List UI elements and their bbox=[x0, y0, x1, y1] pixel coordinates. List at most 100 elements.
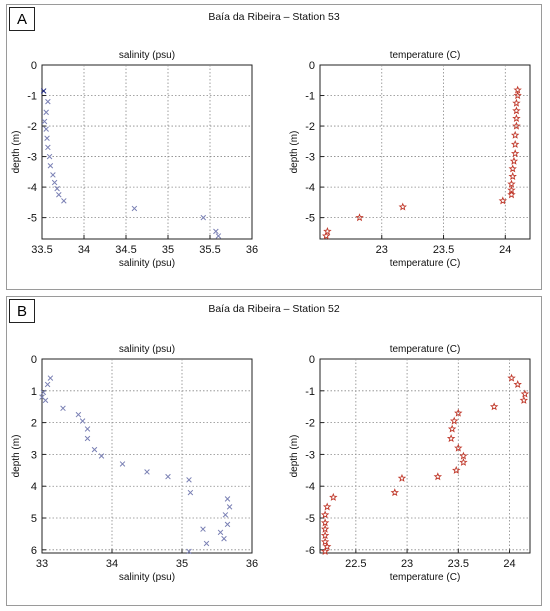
data-point bbox=[203, 540, 210, 547]
y-tick-label: -4 bbox=[305, 481, 315, 493]
y-tick-label: -2 bbox=[305, 121, 315, 133]
data-point bbox=[507, 373, 516, 382]
data-point bbox=[513, 91, 522, 100]
data-point bbox=[322, 502, 332, 511]
data-point bbox=[454, 408, 463, 417]
data-point bbox=[512, 98, 521, 107]
data-point bbox=[75, 411, 82, 418]
data-point bbox=[320, 518, 330, 527]
data-point bbox=[46, 153, 53, 160]
data-point bbox=[217, 529, 224, 536]
x-tick-label: 33 bbox=[36, 558, 48, 570]
y-tick-label: 5 bbox=[31, 513, 37, 525]
y-tick-label: -3 bbox=[305, 449, 315, 461]
y-tick-label: -5 bbox=[27, 213, 37, 225]
data-point bbox=[54, 185, 60, 192]
data-point bbox=[56, 191, 62, 198]
data-point bbox=[51, 179, 58, 186]
data-point bbox=[187, 489, 194, 496]
data-point bbox=[321, 231, 331, 240]
data-point bbox=[84, 426, 91, 432]
data-point bbox=[45, 144, 51, 151]
y-tick-label: 0 bbox=[309, 60, 315, 72]
data-point bbox=[449, 416, 459, 425]
y-tick-label: -4 bbox=[27, 182, 37, 194]
data-point bbox=[323, 226, 332, 235]
y-tick-label: 3 bbox=[31, 449, 37, 461]
data-point bbox=[398, 202, 407, 211]
data-point bbox=[224, 496, 231, 502]
x-axis-label: temperature (C) bbox=[390, 258, 461, 269]
data-point bbox=[459, 457, 468, 466]
data-point bbox=[433, 472, 443, 481]
x-tick-label: 23 bbox=[401, 558, 413, 570]
data-point bbox=[322, 542, 332, 551]
data-point bbox=[510, 130, 520, 139]
data-point bbox=[320, 537, 330, 546]
data-point bbox=[510, 149, 520, 158]
data-point bbox=[186, 477, 192, 483]
data-point bbox=[519, 395, 529, 404]
temperature-chart-station-52: 22.5 23 23.5 24 0 -1 -2 -3 -4 -5 -6 temperature (C)… bbox=[289, 344, 531, 583]
data-point bbox=[213, 228, 219, 235]
y-tick-label: -4 bbox=[305, 182, 315, 194]
plot-frame bbox=[41, 358, 253, 554]
data-point bbox=[165, 473, 171, 480]
data-point bbox=[45, 98, 51, 105]
x-tick-label: 36 bbox=[246, 558, 258, 570]
data-point bbox=[397, 473, 407, 482]
data-point bbox=[320, 546, 330, 555]
data-point bbox=[61, 198, 67, 204]
data-point bbox=[512, 113, 521, 122]
data-point bbox=[79, 418, 86, 424]
data-point bbox=[446, 434, 456, 443]
data-point bbox=[131, 205, 138, 212]
chart-title: temperature (C) bbox=[390, 344, 461, 355]
panel-title: Baía da Ribeira – Station 53 bbox=[208, 11, 340, 23]
y-axis-label: depth (m) bbox=[289, 131, 300, 174]
data-point bbox=[507, 179, 516, 188]
y-tick-label: 0 bbox=[309, 354, 315, 366]
data-point bbox=[507, 190, 516, 199]
panel-label: A bbox=[9, 7, 35, 31]
data-point bbox=[47, 162, 54, 169]
data-point bbox=[459, 451, 468, 460]
x-tick-label: 24 bbox=[503, 558, 515, 570]
temperature-chart-station-53: 23 23.5 24 0 -1 -2 -3 -4 -5 temperature (C) temper… bbox=[289, 50, 531, 269]
y-axis-label: depth (m) bbox=[11, 131, 22, 174]
y-tick-label: 6 bbox=[31, 545, 37, 557]
data-point bbox=[512, 106, 521, 115]
y-tick-label: 0 bbox=[31, 354, 37, 366]
y-tick-label: -2 bbox=[305, 418, 315, 430]
y-tick-label: 2 bbox=[31, 418, 37, 430]
chart-title: salinity (psu) bbox=[119, 344, 175, 355]
x-axis-label: temperature (C) bbox=[390, 572, 461, 583]
data-point bbox=[200, 214, 207, 221]
chart-title: temperature (C) bbox=[390, 50, 461, 61]
data-point bbox=[509, 156, 519, 165]
data-point bbox=[41, 118, 48, 125]
data-point bbox=[98, 453, 105, 459]
x-tick-label: 35 bbox=[176, 558, 188, 570]
x-tick-label: 35.5 bbox=[199, 244, 220, 256]
data-point bbox=[508, 164, 517, 173]
x-axis-label: salinity (psu) bbox=[119, 572, 175, 583]
x-tick-label: 24 bbox=[499, 244, 511, 256]
x-tick-label: 33.5 bbox=[31, 244, 52, 256]
data-point bbox=[42, 397, 49, 404]
data-point bbox=[50, 172, 56, 178]
y-tick-label: 4 bbox=[31, 481, 37, 493]
data-point bbox=[60, 405, 66, 412]
data-point bbox=[91, 446, 98, 453]
y-axis-label: depth (m) bbox=[289, 435, 300, 478]
x-tick-label: 34 bbox=[78, 244, 90, 256]
y-tick-label: -3 bbox=[27, 152, 37, 164]
data-point bbox=[355, 213, 364, 222]
data-point bbox=[215, 233, 222, 239]
y-axis-label: depth (m) bbox=[11, 435, 22, 478]
x-tick-label: 22.5 bbox=[345, 558, 366, 570]
x-axis-label: salinity (psu) bbox=[119, 258, 175, 269]
data-point bbox=[226, 504, 233, 510]
y-tick-label: -1 bbox=[305, 91, 315, 103]
